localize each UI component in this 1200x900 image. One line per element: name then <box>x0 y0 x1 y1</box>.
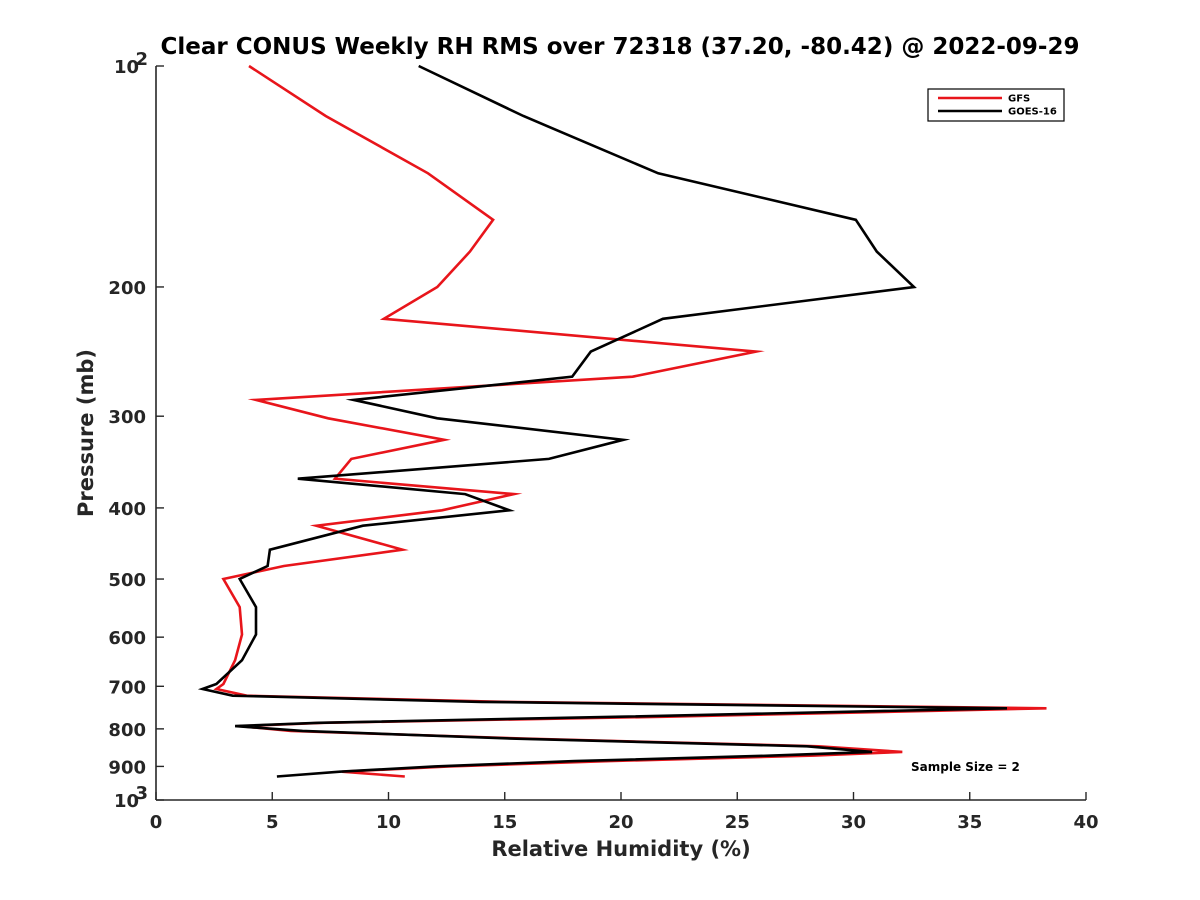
x-tick-label: 0 <box>150 812 163 833</box>
x-tick-label: 25 <box>725 812 750 833</box>
x-tick-label: 40 <box>1073 812 1098 833</box>
plot-series <box>197 64 1047 778</box>
y-tick-exponent: 2 <box>135 49 148 70</box>
y-tick-label: 400 <box>108 499 146 520</box>
axes <box>155 66 1086 801</box>
x-tick-label: 15 <box>492 812 517 833</box>
y-tick-label: 600 <box>108 628 146 649</box>
x-ticks: 0 5 10 15 20 25 30 35 40 <box>150 792 1099 833</box>
y-tick-label: 200 <box>108 278 146 299</box>
x-tick-label: 30 <box>841 812 866 833</box>
legend-label-gfs: GFS <box>1008 94 1030 105</box>
y-tick-exponent: 3 <box>135 783 148 804</box>
y-axis-label: Pressure (mb) <box>74 349 98 517</box>
y-tick-label: 10 <box>114 791 139 812</box>
x-tick-label: 10 <box>376 812 401 833</box>
y-tick-label: 300 <box>108 407 146 428</box>
y-tick-label: 800 <box>108 720 146 741</box>
series-line-gfs <box>213 64 1047 778</box>
chart-title: Clear CONUS Weekly RH RMS over 72318 (37… <box>161 34 1080 60</box>
series-line-goes16 <box>197 64 1008 778</box>
x-tick-label: 20 <box>608 812 633 833</box>
y-tick-label: 500 <box>108 570 146 591</box>
y-tick-label: 700 <box>108 677 146 698</box>
x-tick-label: 5 <box>266 812 279 833</box>
sample-size-annotation: Sample Size = 2 <box>911 760 1020 774</box>
y-tick-label: 900 <box>108 757 146 778</box>
x-tick-label: 35 <box>957 812 982 833</box>
legend: GFS GOES-16 <box>927 88 1065 122</box>
legend-box <box>927 88 1065 122</box>
x-axis-label: Relative Humidity (%) <box>491 837 750 861</box>
legend-label-goes16: GOES-16 <box>1008 107 1057 118</box>
y-tick-label: 10 <box>114 57 139 78</box>
